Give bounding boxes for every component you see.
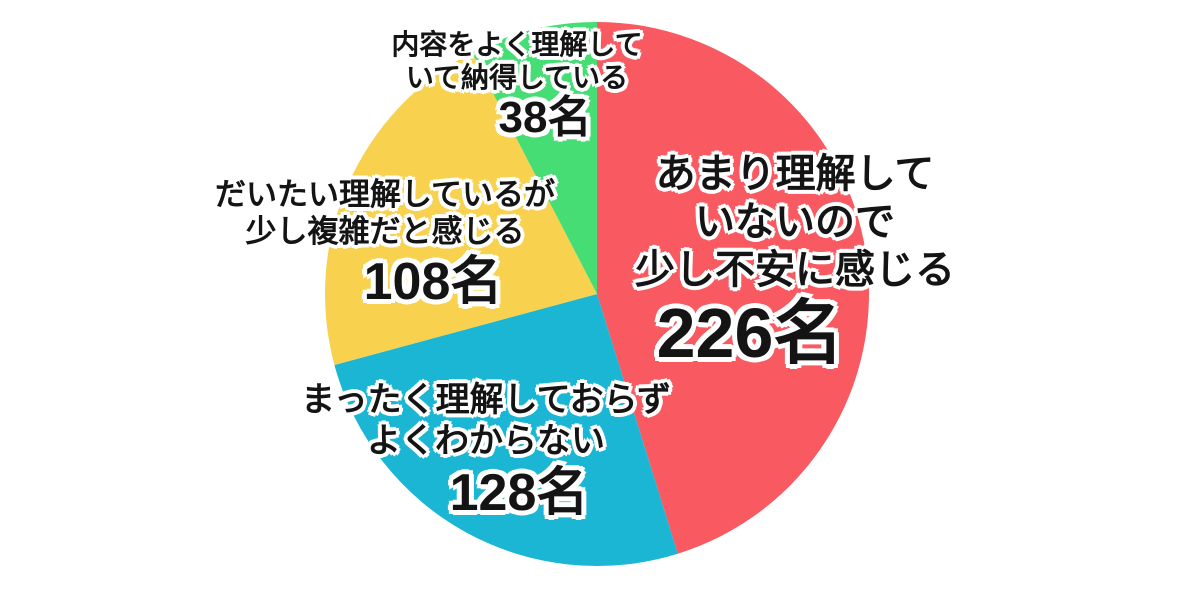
pie-slice-mostly-understood-complex [325, 52, 597, 365]
pie-slice-well-understood-satisfied [471, 22, 597, 294]
pie-slice-not-understood-at-all [334, 294, 678, 566]
pie-slice-not-understood-anxious [597, 22, 869, 554]
